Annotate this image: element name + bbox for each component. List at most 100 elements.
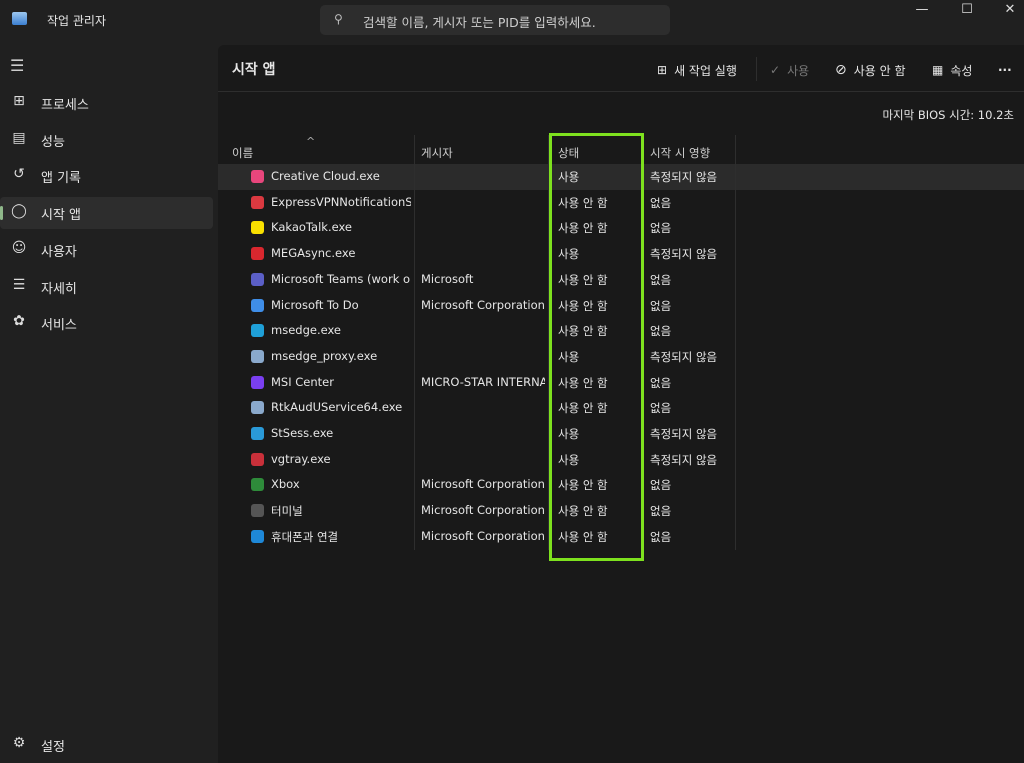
startup-impact: 없음 [650, 529, 672, 544]
app-icon [251, 375, 264, 389]
enable-button[interactable]: ✓ 사용 [770, 58, 809, 82]
startup-impact: 없음 [650, 272, 672, 287]
sidebar-item-history[interactable]: ↺ 앱 기록 [0, 160, 213, 192]
details-icon: ☰ [12, 276, 26, 293]
properties-label: 속성 [950, 63, 973, 78]
publisher: Microsoft Corporation [421, 503, 545, 518]
sidebar-item-label: 앱 기록 [41, 171, 82, 187]
app-icon [251, 452, 264, 466]
table-row[interactable]: StSess.exe 사용 측정되지 않음 [218, 421, 1024, 447]
page-title: 시작 앱 [232, 62, 276, 78]
app-icon [251, 272, 264, 286]
app-name: msedge_proxy.exe [271, 348, 378, 363]
status: 사용 [558, 452, 580, 467]
app-name: 터미널 [271, 504, 303, 519]
app-name: Microsoft To Do [271, 297, 359, 312]
hamburger-menu-icon[interactable]: ☰ [10, 56, 25, 75]
column-divider[interactable] [414, 135, 415, 550]
app-title: 작업 관리자 [47, 14, 107, 28]
search-icon: ⚲ [334, 12, 343, 26]
sidebar-item-processes[interactable]: ⊞ 프로세스 [0, 87, 213, 119]
toolbar-divider [756, 57, 757, 81]
table-row[interactable]: MSI Center MICRO-STAR INTERNA... 사용 안 함 없음 [218, 370, 1024, 396]
publisher: Microsoft [421, 271, 474, 286]
table-row[interactable]: MEGAsync.exe 사용 측정되지 않음 [218, 241, 1024, 267]
table-row[interactable]: msedge.exe 사용 안 함 없음 [218, 318, 1024, 344]
app-name: RtkAudUService64.exe [271, 400, 403, 415]
services-icon: ✿ [13, 313, 25, 330]
sidebar-item-settings[interactable]: ⚙ 설정 [0, 729, 213, 761]
table-row[interactable]: Creative Cloud.exe 사용 측정되지 않음 [218, 164, 1024, 190]
app-name: Microsoft Teams (work or... [271, 271, 411, 286]
app-icon [251, 221, 264, 235]
enable-label: 사용 [787, 63, 810, 78]
status-column-highlight [549, 133, 644, 561]
sidebar-item-label: 프로세스 [41, 98, 89, 113]
disable-button[interactable]: ⊘ 사용 안 함 [835, 58, 906, 82]
app-name: ExpressVPNNotificationSe... [271, 194, 411, 209]
app-name: MEGAsync.exe [271, 246, 356, 261]
properties-button[interactable]: ▦ 속성 [932, 58, 972, 82]
sidebar-item-label: 성능 [41, 134, 65, 150]
sidebar-item-label: 시작 앱 [41, 208, 82, 224]
table-row[interactable]: Xbox Microsoft Corporation 사용 안 함 없음 [218, 472, 1024, 498]
run-new-task-button[interactable]: ⊞ 새 작업 실행 [657, 58, 737, 82]
table-row[interactable]: msedge_proxy.exe 사용 측정되지 않음 [218, 344, 1024, 370]
column-divider[interactable] [548, 135, 549, 550]
new-task-icon: ⊞ [657, 63, 668, 77]
table-row[interactable]: RtkAudUService64.exe 사용 안 함 없음 [218, 395, 1024, 421]
app-icon [251, 349, 264, 363]
startup-impact: 없음 [650, 298, 672, 313]
startup-impact: 없음 [650, 324, 672, 339]
maximize-button[interactable]: ☐ [961, 2, 973, 17]
more-options-button[interactable]: ··· [998, 63, 1012, 77]
app-icon [251, 401, 264, 415]
users-icon: ☺ [11, 239, 27, 256]
sidebar-item-label: 사용자 [41, 244, 77, 260]
sidebar-item-services[interactable]: ✿ 서비스 [0, 307, 213, 339]
app-icon [251, 504, 264, 518]
run-new-task-label: 새 작업 실행 [674, 63, 737, 78]
column-header-name[interactable]: 이름 [232, 146, 254, 160]
search-input[interactable]: ⚲ 검색할 이름, 게시자 또는 PID를 입력하세요. [320, 5, 670, 35]
close-button[interactable]: ✕ [1004, 2, 1016, 17]
sidebar-item-details[interactable]: ☰ 자세히 [0, 271, 213, 303]
column-header-impact[interactable]: 시작 시 영향 [650, 146, 711, 160]
startup-impact: 없음 [650, 504, 672, 519]
app-icon [251, 478, 264, 492]
app-name: 휴대폰과 연결 [271, 529, 339, 544]
table-row[interactable]: Microsoft To Do Microsoft Corporation 사용 안… [218, 293, 1024, 319]
table-row[interactable]: vgtray.exe 사용 측정되지 않음 [218, 447, 1024, 473]
table-row[interactable]: ExpressVPNNotificationSe... 사용 안 함 없음 [218, 190, 1024, 216]
column-header-publisher[interactable]: 게시자 [421, 146, 453, 160]
status: 사용 안 함 [558, 401, 608, 416]
task-manager-icon [12, 12, 27, 25]
app-icon [251, 247, 264, 261]
sidebar-item-performance[interactable]: ▤ 성능 [0, 124, 213, 156]
main-panel: 시작 앱 ⊞ 새 작업 실행 ✓ 사용 ⊘ 사용 안 함 ▦ 속성 ··· 마지막 BI… [218, 45, 1024, 763]
startup-impact: 측정되지 않음 [650, 427, 718, 441]
table-row[interactable]: 휴대폰과 연결 Microsoft Corporation 사용 안 함 없음 [218, 524, 1024, 550]
app-icon [251, 529, 264, 543]
publisher: Microsoft Corporation [421, 297, 545, 312]
startup-impact: 측정되지 않음 [650, 349, 718, 364]
sidebar-item-startup[interactable]: ◯ 시작 앱 [0, 197, 213, 230]
performance-icon: ▤ [12, 129, 26, 146]
table-row[interactable]: Microsoft Teams (work or... Microsoft 사용 안… [218, 267, 1024, 293]
search-placeholder: 검색할 이름, 게시자 또는 PID를 입력하세요. [363, 15, 596, 30]
page-header: 시작 앱 ⊞ 새 작업 실행 ✓ 사용 ⊘ 사용 안 함 ▦ 속성 ··· [218, 45, 1024, 92]
table-row[interactable]: KakaoTalk.exe 사용 안 함 없음 [218, 215, 1024, 241]
minimize-button[interactable]: — [915, 2, 929, 17]
table-row[interactable]: 터미널 Microsoft Corporation 사용 안 함 없음 [218, 498, 1024, 524]
selection-indicator [0, 206, 3, 221]
status: 사용 안 함 [558, 298, 608, 313]
column-header-status[interactable]: 상태 [558, 146, 580, 160]
app-name: msedge.exe [271, 323, 341, 338]
status: 사용 안 함 [558, 529, 608, 544]
check-icon: ✓ [770, 63, 781, 77]
app-name: MSI Center [271, 374, 334, 389]
app-name: KakaoTalk.exe [271, 220, 353, 235]
app-icon [251, 427, 264, 440]
sidebar-item-users[interactable]: ☺ 사용자 [0, 234, 213, 266]
column-divider[interactable] [735, 135, 736, 550]
